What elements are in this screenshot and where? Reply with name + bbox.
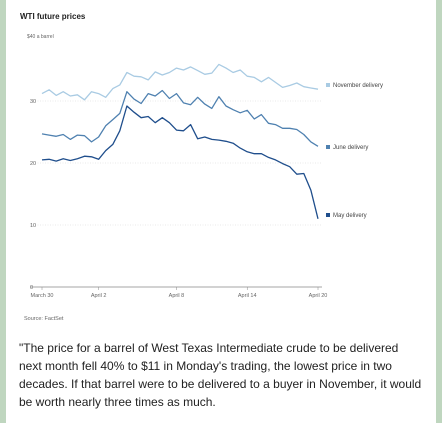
series-line-november-delivery: [41, 63, 319, 101]
y-tick-label: 0: [30, 285, 33, 291]
y-unit-label: $40 a barrel: [27, 34, 54, 40]
legend-label: November delivery: [333, 83, 383, 89]
x-tick-label: April 8: [169, 293, 185, 299]
chart-source: Source: FactSet: [24, 316, 64, 322]
legend-swatch: [326, 213, 330, 217]
chart-card: [6, 0, 436, 423]
chart-title: WTI future prices: [20, 12, 86, 21]
series-line-may-delivery: [41, 105, 319, 219]
y-tick-label: 20: [30, 161, 36, 167]
right-border: [436, 0, 442, 423]
series-line-june-delivery: [41, 89, 319, 147]
x-tick-label: April 2: [91, 293, 107, 299]
left-border: [0, 0, 6, 423]
y-tick-label: 30: [30, 99, 36, 105]
x-tick-label: April 14: [238, 293, 257, 299]
x-tick-label: April 20: [309, 293, 328, 299]
line-chart: November delivery June delivery May delive…: [30, 63, 383, 299]
legend-label: May delivery: [333, 213, 367, 219]
legend-swatch: [326, 145, 330, 149]
legend-swatch: [326, 83, 330, 87]
y-tick-label: 10: [30, 223, 36, 229]
quote-text: "The price for a barrel of West Texas In…: [19, 341, 422, 409]
x-tick-label: March 30: [31, 293, 54, 299]
legend-label: June delivery: [333, 145, 368, 151]
